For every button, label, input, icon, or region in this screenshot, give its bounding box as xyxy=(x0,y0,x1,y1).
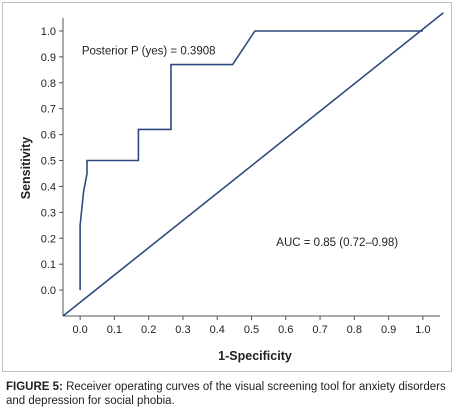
y-tick-label: 0.9 xyxy=(41,52,56,64)
y-tick-label: 0.4 xyxy=(41,181,56,193)
annotation-label: Posterior P (yes) = 0.3908 xyxy=(82,45,216,57)
y-tick-label: 0.6 xyxy=(41,130,56,142)
x-axis-label: 1-Specificity xyxy=(218,349,292,363)
y-tick-label: 0.7 xyxy=(41,104,56,116)
y-tick-label: 0.8 xyxy=(41,78,56,90)
y-axis-label: Sensitivity xyxy=(19,137,33,200)
x-tick-label: 0.8 xyxy=(347,324,362,336)
tick-labels: 0.0 0.1 0.2 0.3 0.4 0.5 0.6 0.7 0.8 0.9 1.0 0.0 0.1 0… xyxy=(41,26,431,336)
x-tick-label: 1.0 xyxy=(415,324,430,336)
roc-chart: 0.0 0.1 0.2 0.3 0.4 0.5 0.6 0.7 0.8 0.9 1.0 0.0 0.1 0… xyxy=(19,12,444,363)
axis-labels: 1-Specificity Sensitivity xyxy=(19,137,292,363)
y-tick-label: 0.0 xyxy=(41,285,56,297)
y-tick-label: 0.2 xyxy=(41,233,56,245)
figure-caption: FIGURE 5: Receiver operating curves of t… xyxy=(6,380,452,408)
y-tick-label: 0.5 xyxy=(41,156,56,168)
caption-text: Receiver operating curves of the visual … xyxy=(6,381,446,407)
x-tick-label: 0.0 xyxy=(72,324,87,336)
reference-diagonal xyxy=(62,12,444,317)
y-tick-label: 0.3 xyxy=(41,207,56,219)
caption-label: FIGURE 5: xyxy=(6,381,63,393)
x-tick-label: 0.5 xyxy=(244,324,259,336)
figure-frame xyxy=(2,2,452,372)
axes xyxy=(59,18,440,320)
x-tick-label: 0.3 xyxy=(175,324,190,336)
x-tick-label: 0.1 xyxy=(107,324,122,336)
series-layer xyxy=(62,12,444,317)
x-tick-label: 0.7 xyxy=(312,324,327,336)
y-tick-label: 0.1 xyxy=(41,259,56,271)
x-tick-label: 0.4 xyxy=(210,324,225,336)
y-tick-label: 1.0 xyxy=(41,26,56,38)
x-tick-label: 0.9 xyxy=(381,324,396,336)
annotations: Posterior P (yes) = 0.3908 AUC = 0.85 (0.… xyxy=(82,45,398,249)
annotation-label: AUC = 0.85 (0.72–0.98) xyxy=(276,237,398,249)
roc-curve xyxy=(79,30,423,291)
x-tick-label: 0.2 xyxy=(141,324,156,336)
x-tick-label: 0.6 xyxy=(278,324,293,336)
